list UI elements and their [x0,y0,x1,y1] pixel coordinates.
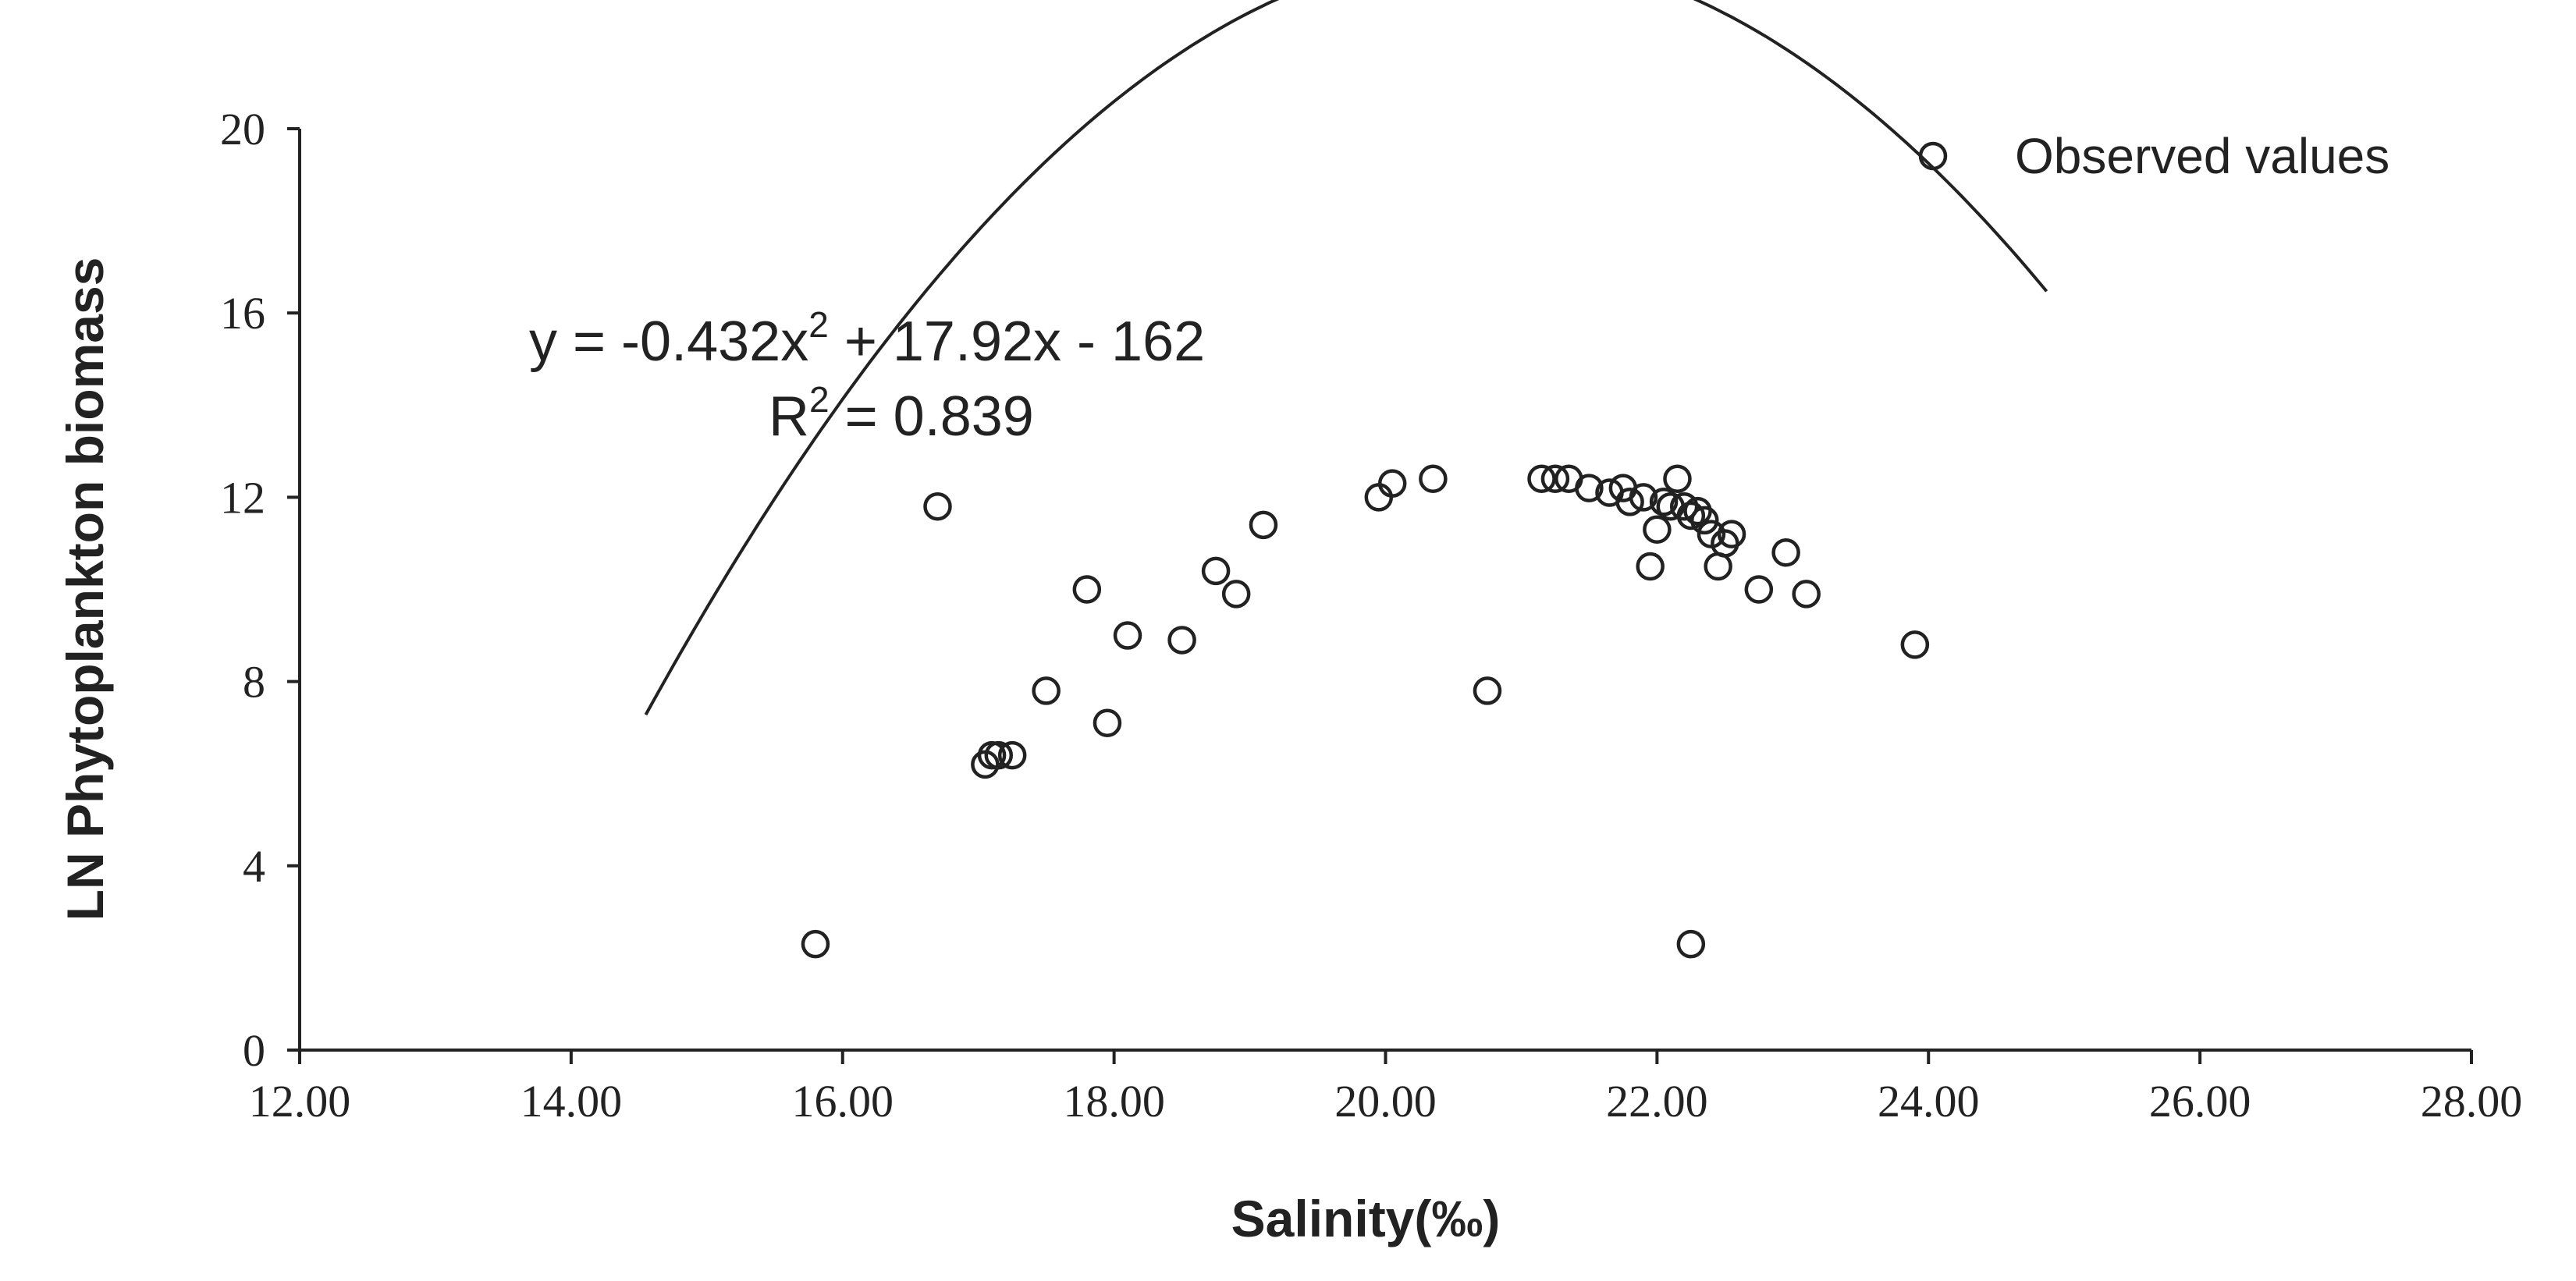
y-tick-label: 4 [243,841,265,892]
data-point [1167,626,1196,655]
data-point [984,740,1014,770]
y-tick-label: 0 [243,1025,265,1076]
y-axis-label: LN Phytoplankton biomass [56,257,114,921]
data-point [1704,552,1732,581]
data-point [1093,708,1122,737]
data-point [923,491,952,521]
data-point [1377,469,1407,498]
data-point [1643,515,1672,544]
legend-marker [1918,141,1948,171]
data-point [1629,483,1658,512]
axes [298,129,2471,1052]
equation-annotation: y = -0.432x2 + 17.92x - 162 R2 = 0.839 [529,304,1205,448]
legend-label: Observed values [2015,128,2389,184]
data-point [1717,520,1746,548]
trendline [644,0,2048,716]
x-tick-label: 26.00 [2149,1076,2251,1127]
data-point [1221,580,1251,609]
r2-prefix: R [769,385,809,448]
data-point [1900,630,1930,659]
x-ticks: 12.00 14.00 16.00 18.00 20.00 22.00 24.00 26.00… [249,1050,2523,1127]
r-squared-text: R2 = 0.839 [769,379,1034,448]
y-tick-label: 20 [220,104,265,154]
data-point [1540,464,1570,494]
data-point [1663,464,1692,494]
equation-text: y = -0.432x2 + 17.92x - 162 [529,304,1205,373]
data-point [1792,580,1821,609]
data-point [1419,464,1448,494]
data-point [997,740,1027,770]
x-tick-label: 24.00 [1878,1076,1980,1127]
data-point [1575,474,1604,502]
r2-exponent: 2 [809,379,830,420]
equation-prefix: y = -0.432x [529,310,808,373]
y-tick-label: 8 [243,657,265,708]
data-point [1649,488,1679,516]
data-point [1072,575,1102,604]
y-tick-label: 12 [220,472,265,523]
data-point [1201,556,1231,586]
data-points [801,464,1930,959]
x-tick-label: 22.00 [1606,1076,1708,1127]
data-point [1676,929,1706,959]
data-point [1032,676,1061,705]
data-point [1690,506,1719,535]
y-ticks: 0 4 8 12 16 20 [220,104,300,1076]
x-tick-label: 16.00 [792,1076,894,1127]
x-tick-label: 18.00 [1063,1076,1165,1127]
y-tick-label: 16 [220,288,265,339]
data-point [1676,501,1706,530]
data-point [801,929,830,959]
x-tick-label: 28.00 [2421,1076,2523,1127]
data-point [1771,538,1800,567]
x-axis-label: Salinity(‰) [1231,1190,1501,1247]
equation-exponent: 2 [808,304,829,345]
x-tick-label: 12.00 [249,1076,351,1127]
data-point [1744,575,1774,604]
data-point [1527,464,1556,494]
data-point [1364,483,1394,512]
equation-suffix: + 17.92x - 162 [829,310,1205,373]
x-tick-label: 14.00 [521,1076,623,1127]
data-point [1473,676,1502,705]
data-point [1636,552,1665,581]
data-point [1249,510,1278,540]
data-point [1113,621,1142,650]
r2-suffix: = 0.839 [830,385,1034,448]
data-point [1615,488,1644,516]
legend: Observed values [1918,128,2389,184]
x-tick-label: 20.00 [1334,1076,1437,1127]
